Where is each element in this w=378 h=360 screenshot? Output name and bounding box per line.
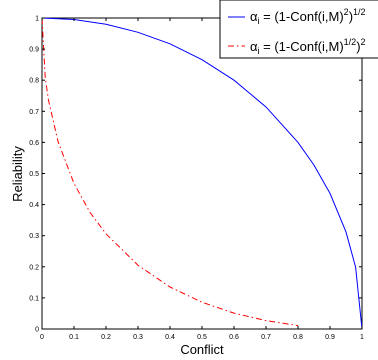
x-tick-label: 0.5 [197,334,207,341]
y-tick-label: 0.7 [29,109,39,116]
legend-entry-2: αi = (1-Conf(i,M)1/2)2 [250,37,366,56]
y-tick-label: 0.4 [29,202,39,209]
x-tick-label: 0.3 [133,334,143,341]
y-tick-label: 0.1 [29,295,39,302]
y-tick-label: 0.6 [29,140,39,147]
x-tick-label: 0.8 [293,334,303,341]
x-tick-label: 0 [40,334,44,341]
x-tick-label: 0.7 [261,334,271,341]
y-tick-label: 1 [35,16,39,23]
tick-layer: 0 0.1 0.2 0.3 0.4 0.5 0.6 0.7 0.8 0.9 1 0 0.1 0.2 0.3 0… [29,16,364,342]
y-tick-label: 0.3 [29,233,39,240]
series-layer [41,17,363,330]
x-tick-label: 1 [360,334,364,341]
legend-entry-1: αi = (1-Conf(i,M)2)1/2 [250,7,366,26]
x-tick-label: 0.4 [165,334,175,341]
plot-area [41,17,363,330]
x-tick-label: 0.1 [69,334,79,341]
y-axis-label: Reliability [10,146,25,202]
series-line-2 [41,17,299,327]
y-tick-label: 0.8 [29,78,39,85]
y-tick-label: 0 [35,327,39,334]
y-tick-label: 0.9 [29,47,39,54]
x-tick-label: 0.2 [101,334,111,341]
legend-box [219,0,378,59]
y-tick-label: 0.2 [29,264,39,271]
series-line-1 [41,17,363,330]
x-tick-label: 0.6 [229,334,239,341]
y-tick-label: 0.5 [29,171,39,178]
x-tick-label: 0.9 [325,334,335,341]
x-axis-label: Conflict [180,342,224,357]
legend: αi = (1-Conf(i,M)2)1/2 αi = (1-Conf(i,M)… [219,0,378,59]
